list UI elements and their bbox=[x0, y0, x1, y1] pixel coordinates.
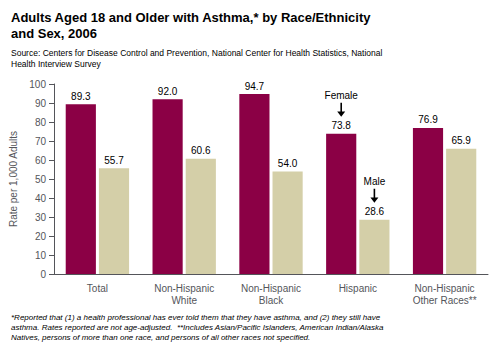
svg-text:54.0: 54.0 bbox=[278, 158, 298, 169]
svg-text:Adults Aged 18 and Older with: Adults Aged 18 and Older with Asthma,* b… bbox=[11, 10, 371, 25]
svg-text:Hispanic: Hispanic bbox=[339, 283, 377, 294]
svg-text:Total: Total bbox=[87, 283, 108, 294]
svg-text:55.7: 55.7 bbox=[104, 155, 124, 166]
svg-text:and Sex, 2006: and Sex, 2006 bbox=[11, 26, 97, 41]
svg-text:0: 0 bbox=[40, 269, 46, 280]
svg-text:White: White bbox=[171, 295, 197, 306]
svg-text:80: 80 bbox=[35, 117, 47, 128]
svg-text:94.7: 94.7 bbox=[245, 81, 265, 92]
svg-text:89.3: 89.3 bbox=[71, 91, 91, 102]
svg-text:40: 40 bbox=[35, 193, 47, 204]
svg-text:28.6: 28.6 bbox=[365, 206, 385, 217]
svg-text:Male: Male bbox=[364, 176, 386, 187]
svg-text:100: 100 bbox=[29, 79, 46, 90]
svg-text:20: 20 bbox=[35, 231, 47, 242]
svg-text:50: 50 bbox=[35, 174, 47, 185]
svg-text:asthma. Rates reported are not: asthma. Rates reported are not age-adjus… bbox=[11, 323, 384, 332]
svg-text:Non-Hispanic: Non-Hispanic bbox=[154, 283, 214, 294]
svg-text:73.8: 73.8 bbox=[331, 120, 351, 131]
svg-text:Non-Hispanic: Non-Hispanic bbox=[415, 283, 475, 294]
svg-text:Non-Hispanic: Non-Hispanic bbox=[241, 283, 301, 294]
svg-text:Other Races**: Other Races** bbox=[413, 295, 477, 306]
svg-text:90: 90 bbox=[35, 98, 47, 109]
svg-text:92.0: 92.0 bbox=[158, 86, 178, 97]
svg-text:Black: Black bbox=[259, 295, 284, 306]
svg-text:Natives, persons of more than: Natives, persons of more than one race, … bbox=[11, 333, 310, 342]
svg-text:60.6: 60.6 bbox=[191, 145, 211, 156]
svg-text:*Reported that (1) a health pr: *Reported that (1) a health professional… bbox=[11, 313, 381, 322]
svg-text:Rate per 1,000 Adults: Rate per 1,000 Adults bbox=[8, 131, 19, 227]
svg-text:10: 10 bbox=[35, 250, 47, 261]
svg-text:65.9: 65.9 bbox=[451, 135, 471, 146]
svg-text:Female: Female bbox=[325, 90, 359, 101]
svg-text:70: 70 bbox=[35, 136, 47, 147]
svg-text:Health Interview Survey: Health Interview Survey bbox=[11, 59, 102, 69]
svg-text:30: 30 bbox=[35, 212, 47, 223]
svg-text:76.9: 76.9 bbox=[418, 114, 438, 125]
svg-text:60: 60 bbox=[35, 155, 47, 166]
svg-text:Source: Centers for Disease Co: Source: Centers for Disease Control and … bbox=[11, 48, 382, 58]
